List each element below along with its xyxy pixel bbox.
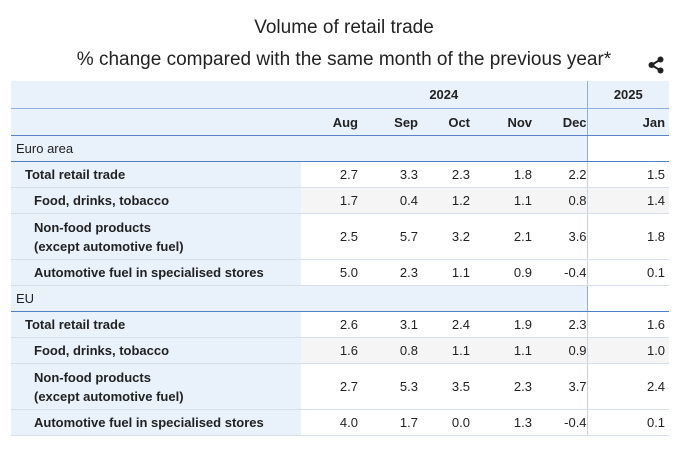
group-row-euro-area: Euro area [11, 135, 670, 162]
table-cell: 1.2 [418, 187, 470, 214]
table-row: Automotive fuel in specialised stores 4.… [11, 409, 670, 436]
year-header-row: 2024 2025 [11, 81, 670, 109]
table-cell: 2.4 [418, 311, 470, 338]
year-header-2024: 2024 [301, 81, 588, 109]
table-cell: 5.0 [301, 259, 358, 286]
table-row: Food, drinks, tobacco 1.6 0.8 1.1 1.1 0.… [11, 337, 670, 364]
month-header: Jan [586, 108, 670, 136]
table-cell: 3.5 [418, 363, 470, 410]
table-cell: 4.0 [301, 409, 358, 436]
table-cell: 5.3 [358, 363, 418, 410]
row-label-multiline: Non-food products (except automotive fue… [11, 213, 301, 260]
month-header: Aug [301, 108, 358, 136]
group-fill [301, 135, 588, 162]
chart-subtitle: % change compared with the same month of… [76, 49, 612, 70]
table-row: Automotive fuel in specialised stores 5.… [11, 259, 670, 286]
table-cell: 1.9 [470, 311, 532, 338]
month-header: Sep [358, 108, 418, 136]
table-cell: 2.7 [301, 363, 358, 410]
row-label-multiline: Non-food products (except automotive fue… [11, 363, 301, 410]
table-cell: 0.9 [532, 337, 588, 364]
row-label: Food, drinks, tobacco [11, 337, 301, 364]
table-row: Total retail trade 2.6 3.1 2.4 1.9 2.3 1… [11, 311, 670, 338]
table-row: Non-food products (except automotive fue… [11, 213, 670, 260]
table-cell: 2.1 [470, 213, 532, 260]
header-corner-month [11, 108, 301, 136]
group-fill [586, 135, 670, 162]
table-row: Food, drinks, tobacco 1.7 0.4 1.2 1.1 0.… [11, 187, 670, 214]
row-label: Automotive fuel in specialised stores [11, 259, 301, 286]
table-cell: 1.3 [470, 409, 532, 436]
share-icon[interactable] [646, 55, 666, 75]
month-header: Nov [470, 108, 532, 136]
table-cell: 2.5 [301, 213, 358, 260]
table-cell: 2.3 [532, 311, 588, 338]
row-label-line-1: Non-food products [34, 369, 151, 385]
table-row: Total retail trade 2.7 3.3 2.3 1.8 2.2 1… [11, 161, 670, 188]
table-cell: 3.7 [532, 363, 588, 410]
table-cell: 2.2 [532, 161, 588, 188]
table-cell: 3.6 [532, 213, 588, 260]
table-cell: 0.0 [418, 409, 470, 436]
table-cell: 2.3 [358, 259, 418, 286]
table-cell: 2.4 [586, 363, 670, 410]
header-corner [11, 81, 301, 109]
table-cell: 0.9 [470, 259, 532, 286]
table-row: Non-food products (except automotive fue… [11, 363, 670, 410]
table-cell: 2.6 [301, 311, 358, 338]
table-cell: 3.2 [418, 213, 470, 260]
group-label: Euro area [11, 135, 301, 162]
table-cell: -0.4 [532, 259, 588, 286]
table-cell: 1.0 [586, 337, 670, 364]
table-cell: 1.1 [470, 337, 532, 364]
table-cell: 1.1 [418, 259, 470, 286]
table-cell: 1.1 [470, 187, 532, 214]
table-cell: 0.4 [358, 187, 418, 214]
group-fill [301, 285, 588, 312]
table-cell: 1.1 [418, 337, 470, 364]
table-cell: 1.6 [301, 337, 358, 364]
table-cell: 3.1 [358, 311, 418, 338]
table-cell: 1.6 [586, 311, 670, 338]
table-cell: 2.3 [418, 161, 470, 188]
table-cell: 2.7 [301, 161, 358, 188]
table-cell: 1.4 [586, 187, 670, 214]
month-header: Dec [532, 108, 588, 136]
month-header: Oct [418, 108, 470, 136]
row-label: Automotive fuel in specialised stores [11, 409, 301, 436]
table-cell: 1.7 [301, 187, 358, 214]
row-label: Food, drinks, tobacco [11, 187, 301, 214]
table-cell: 1.8 [586, 213, 670, 260]
table-cell: 0.8 [358, 337, 418, 364]
table-cell: 0.1 [586, 409, 670, 436]
retail-trade-table: 2024 2025 Aug Sep Oct Nov Dec Jan Euro a… [11, 81, 670, 436]
row-label-line-1: Non-food products [34, 219, 151, 235]
table-cell: 0.8 [532, 187, 588, 214]
table-cell: 2.3 [470, 363, 532, 410]
table-cell: 1.8 [470, 161, 532, 188]
chart-title: Volume of retail trade [254, 17, 434, 38]
table-cell: 3.3 [358, 161, 418, 188]
row-label-line-2: (except automotive fuel) [34, 388, 184, 404]
table-cell: -0.4 [532, 409, 588, 436]
year-header-2025: 2025 [586, 81, 670, 109]
row-label-line-2: (except automotive fuel) [34, 238, 184, 254]
share-icon-graphic [648, 56, 664, 74]
table-cell: 1.5 [586, 161, 670, 188]
row-label: Total retail trade [11, 311, 301, 338]
group-label: EU [11, 285, 301, 312]
table-cell: 5.7 [358, 213, 418, 260]
table-cell: 1.7 [358, 409, 418, 436]
group-row-eu: EU [11, 285, 670, 312]
row-label: Total retail trade [11, 161, 301, 188]
table-cell: 0.1 [586, 259, 670, 286]
month-header-row: Aug Sep Oct Nov Dec Jan [11, 108, 670, 136]
group-fill [586, 285, 670, 312]
